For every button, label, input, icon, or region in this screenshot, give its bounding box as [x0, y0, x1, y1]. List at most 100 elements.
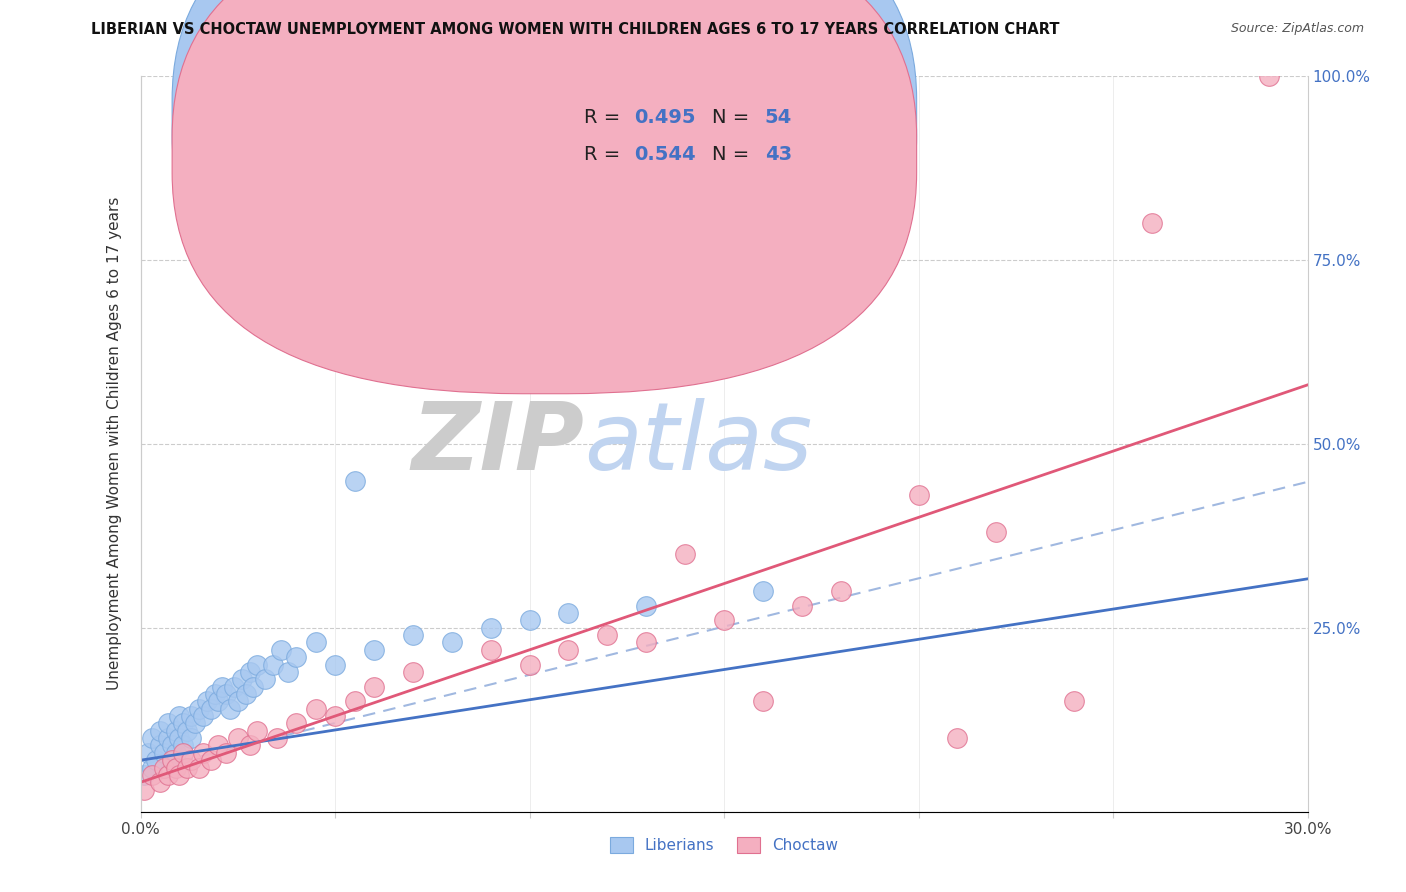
Point — [191, 709, 214, 723]
Point — [752, 694, 775, 708]
Point — [191, 746, 214, 760]
Point — [207, 739, 229, 753]
Point — [149, 723, 172, 738]
Point — [169, 768, 191, 782]
Point — [266, 731, 288, 746]
Point — [246, 657, 269, 672]
Point — [323, 657, 346, 672]
Point — [211, 680, 233, 694]
Point — [479, 642, 502, 657]
Point — [636, 635, 658, 649]
Point — [165, 723, 187, 738]
Point — [176, 760, 198, 774]
Point — [231, 673, 253, 687]
Text: LIBERIAN VS CHOCTAW UNEMPLOYMENT AMONG WOMEN WITH CHILDREN AGES 6 TO 17 YEARS CO: LIBERIAN VS CHOCTAW UNEMPLOYMENT AMONG W… — [91, 22, 1060, 37]
Text: atlas: atlas — [583, 398, 813, 490]
Y-axis label: Unemployment Among Women with Children Ages 6 to 17 years: Unemployment Among Women with Children A… — [107, 197, 122, 690]
Point — [1140, 216, 1163, 230]
Point — [557, 606, 579, 620]
Point — [141, 768, 163, 782]
Text: ZIP: ZIP — [411, 398, 583, 490]
Point — [305, 701, 328, 715]
Point — [246, 723, 269, 738]
Point — [165, 760, 187, 774]
Point — [1063, 694, 1085, 708]
Point — [907, 488, 929, 502]
Point — [180, 709, 202, 723]
Point — [285, 716, 308, 731]
Point — [596, 628, 619, 642]
Point — [141, 760, 163, 774]
FancyBboxPatch shape — [172, 0, 917, 393]
Point — [195, 694, 218, 708]
Point — [156, 768, 179, 782]
Legend: Liberians, Choctaw: Liberians, Choctaw — [603, 831, 845, 859]
Point — [172, 739, 194, 753]
Point — [519, 657, 541, 672]
Point — [169, 731, 191, 746]
Point — [238, 739, 260, 753]
Text: 54: 54 — [765, 108, 792, 128]
Point — [160, 753, 183, 767]
Point — [254, 673, 277, 687]
Point — [343, 694, 366, 708]
Point — [215, 746, 238, 760]
Point — [277, 665, 299, 679]
Point — [363, 680, 385, 694]
Point — [636, 599, 658, 613]
Point — [188, 760, 211, 774]
Point — [156, 716, 179, 731]
Point — [713, 614, 735, 628]
Point — [262, 657, 284, 672]
Point — [830, 584, 852, 599]
Text: N =: N = — [713, 108, 756, 128]
Point — [1257, 69, 1279, 83]
Point — [138, 746, 160, 760]
Text: Source: ZipAtlas.com: Source: ZipAtlas.com — [1230, 22, 1364, 36]
Point — [238, 665, 260, 679]
Point — [557, 642, 579, 657]
Point — [200, 701, 222, 715]
Point — [402, 628, 425, 642]
Point — [946, 731, 969, 746]
Point — [207, 694, 229, 708]
Text: 0.544: 0.544 — [634, 145, 696, 164]
Point — [160, 753, 183, 767]
FancyBboxPatch shape — [172, 0, 917, 357]
Point — [790, 599, 813, 613]
Text: 0.495: 0.495 — [634, 108, 696, 128]
Text: N =: N = — [713, 145, 756, 164]
Point — [222, 680, 245, 694]
Point — [141, 731, 163, 746]
Point — [986, 524, 1008, 539]
Point — [134, 782, 156, 797]
FancyBboxPatch shape — [496, 87, 870, 186]
Point — [172, 716, 194, 731]
Point — [402, 665, 425, 679]
Point — [285, 650, 308, 665]
Point — [226, 731, 249, 746]
Point — [343, 474, 366, 488]
Point — [153, 746, 176, 760]
Point — [153, 760, 176, 774]
Point — [242, 680, 264, 694]
Point — [180, 753, 202, 767]
Point — [673, 547, 696, 561]
Point — [363, 642, 385, 657]
Point — [215, 687, 238, 701]
Point — [134, 768, 156, 782]
Point — [305, 635, 328, 649]
Point — [519, 614, 541, 628]
Point — [172, 746, 194, 760]
Point — [188, 701, 211, 715]
Point — [176, 723, 198, 738]
Point — [180, 731, 202, 746]
Point — [149, 775, 172, 789]
Point — [440, 179, 463, 194]
Point — [204, 687, 226, 701]
Point — [160, 739, 183, 753]
Point — [226, 694, 249, 708]
Point — [184, 716, 207, 731]
Point — [169, 709, 191, 723]
Point — [752, 584, 775, 599]
